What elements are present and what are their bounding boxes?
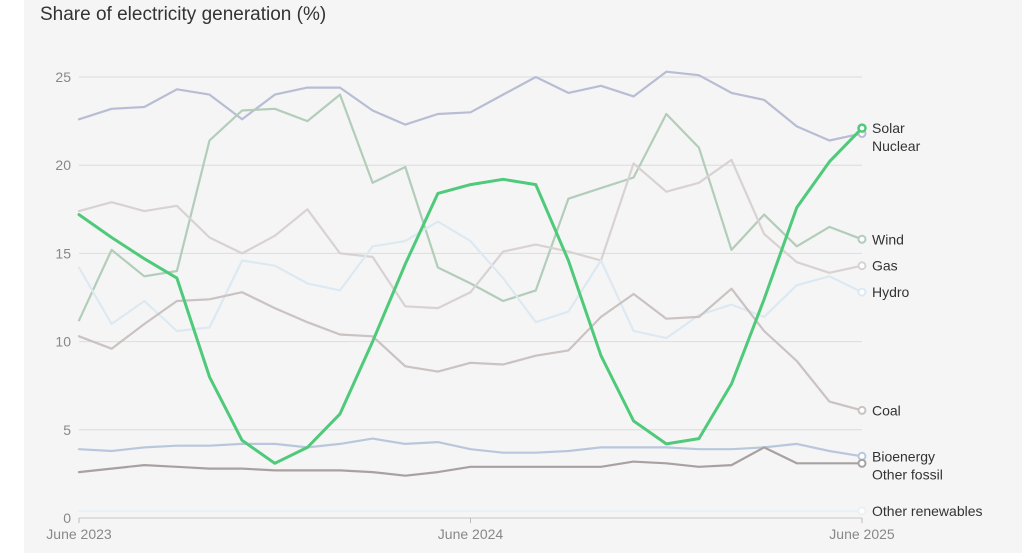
y-tick-label: 20 (55, 157, 71, 173)
x-tick-label: June 2024 (438, 526, 504, 542)
series-end-marker-solar (857, 123, 867, 133)
series-label-gas: Gas (872, 258, 898, 274)
series-label-hydro: Hydro (872, 284, 910, 300)
y-tick-label: 5 (63, 422, 71, 438)
y-tick-label: 25 (55, 69, 71, 85)
chart-title: Share of electricity generation (%) (40, 4, 327, 25)
series-end-marker-other-fossil (857, 458, 867, 468)
series-layer (77, 70, 867, 516)
series-line-solar (77, 126, 864, 465)
y-axis-ticks: 0 5 10 15 20 25 (55, 69, 71, 526)
series-line-gas (77, 158, 864, 310)
series-line-other-fossil (77, 446, 864, 477)
y-tick-label: 0 (63, 510, 71, 526)
series-label-bioenergy: Bioenergy (872, 448, 935, 464)
series-label-solar: Solar (872, 120, 905, 136)
x-tick-label: June 2023 (46, 526, 112, 542)
grid-layer (79, 76, 862, 519)
series-label-other-renewables: Other renewables (872, 503, 983, 519)
x-axis-ticks: June 2023 June 2024 June 2025 (46, 518, 895, 542)
series-line-hydro (77, 220, 864, 340)
series-end-marker-other-renewables (857, 506, 867, 516)
x-tick-label: June 2025 (829, 526, 895, 542)
series-labels: Solar Nuclear Wind Gas Hydro Coal Bioenergy Oth… (872, 120, 983, 519)
series-label-wind: Wind (872, 231, 904, 247)
series-label-other-fossil: Other fossil (872, 466, 943, 482)
series-line-bioenergy (77, 437, 864, 458)
series-end-marker-coal (857, 405, 867, 415)
series-end-marker-bioenergy (857, 451, 867, 461)
series-end-marker-hydro (857, 287, 867, 297)
y-tick-label: 10 (55, 334, 71, 350)
series-end-marker-gas (857, 261, 867, 271)
series-end-marker-wind (857, 234, 867, 244)
series-line-nuclear (77, 70, 864, 142)
series-label-nuclear: Nuclear (872, 138, 921, 154)
series-line-wind (77, 93, 864, 322)
y-tick-label: 15 (55, 245, 71, 261)
series-label-coal: Coal (872, 402, 901, 418)
series-line-coal (77, 287, 864, 412)
